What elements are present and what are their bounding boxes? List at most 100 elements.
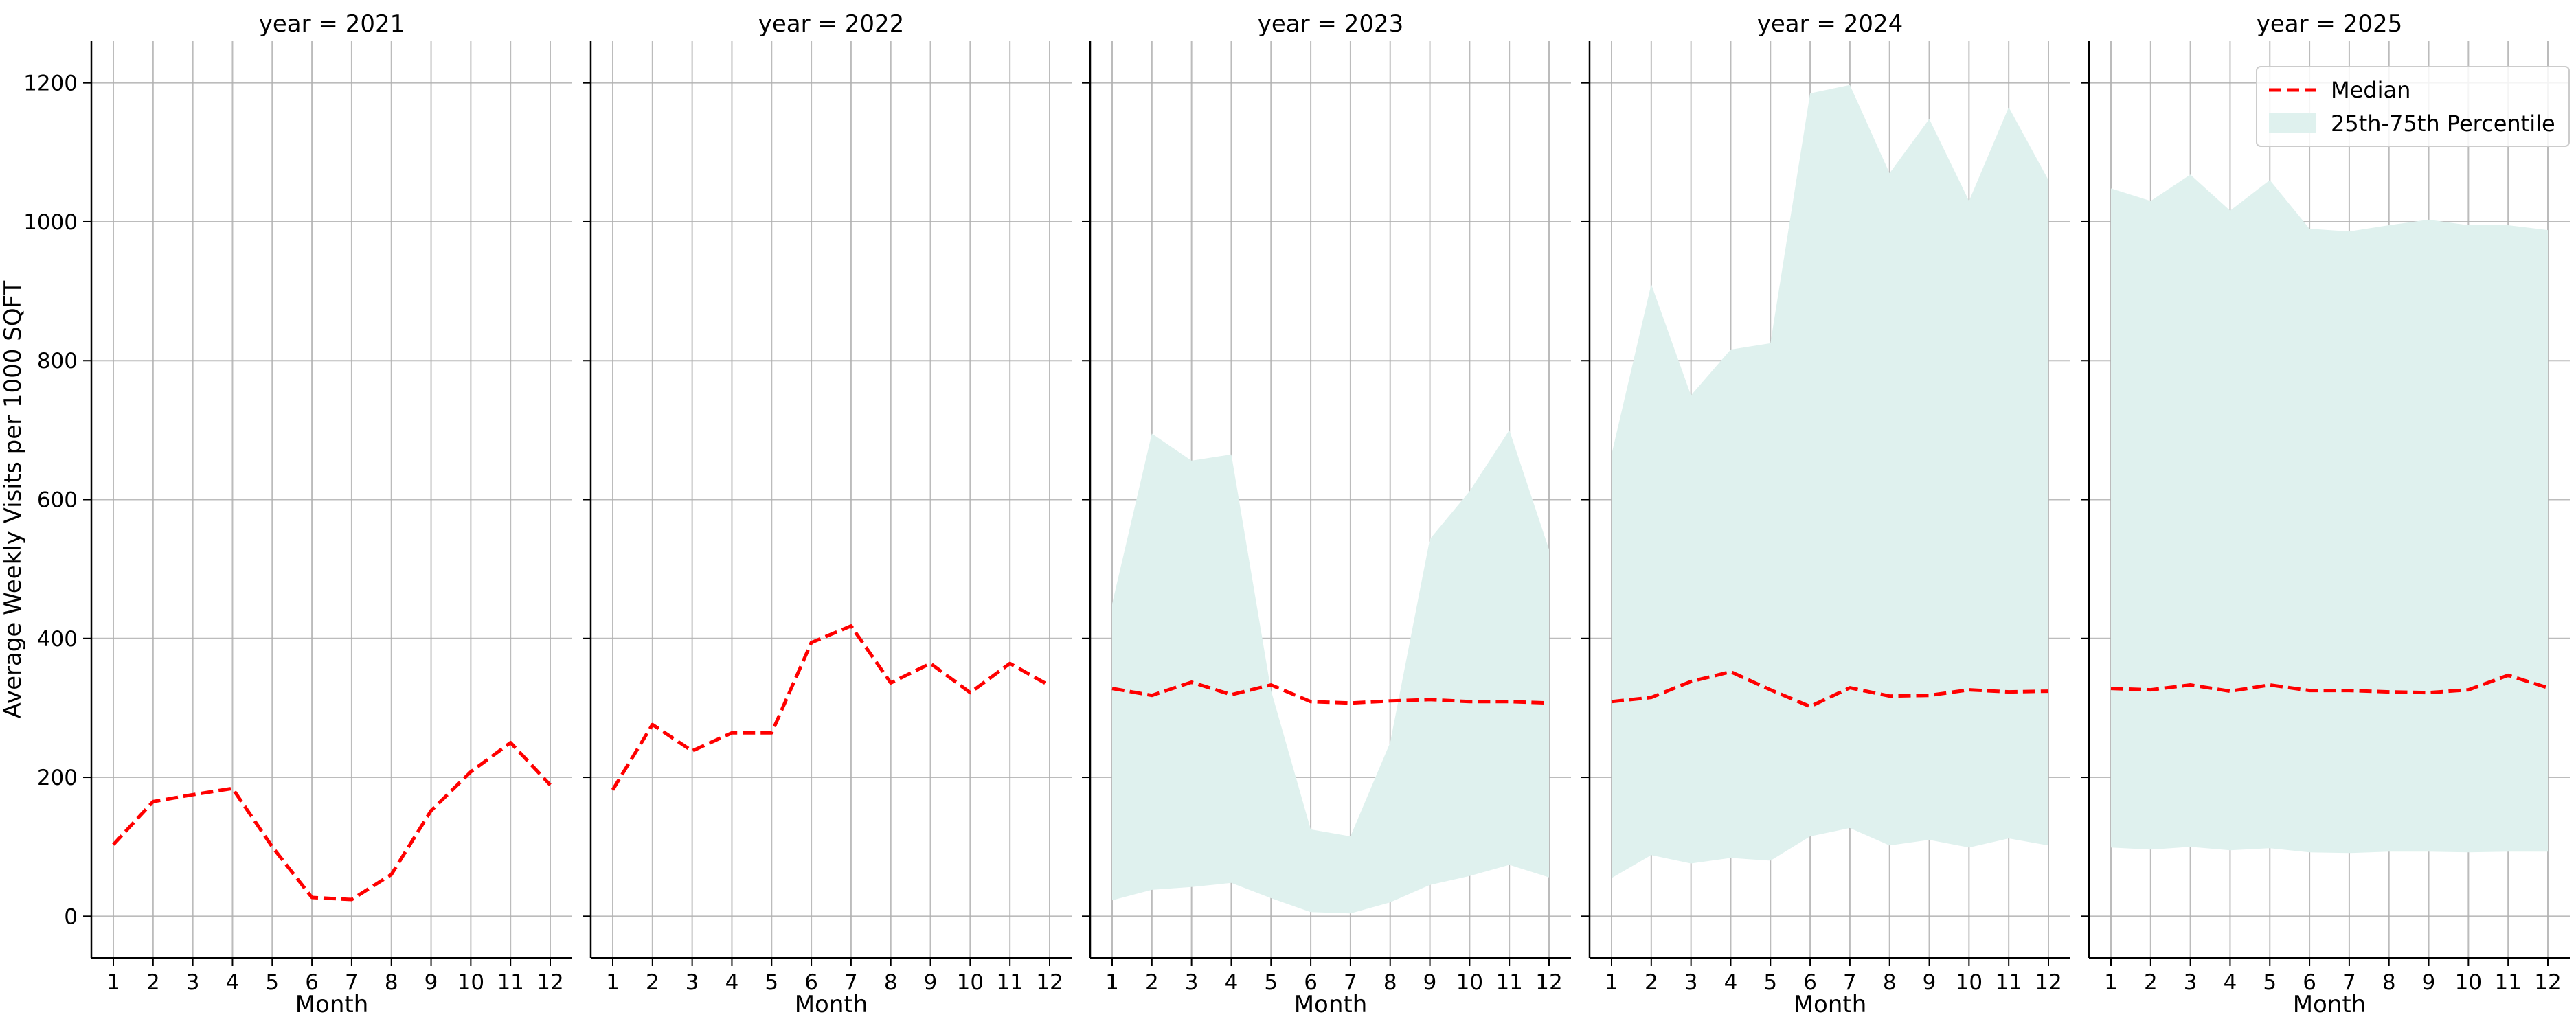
x-tick-label: 6 — [804, 970, 818, 995]
x-tick-label: 1 — [606, 970, 620, 995]
median-point — [2309, 689, 2311, 691]
x-tick-label: 2 — [146, 970, 160, 995]
median-point — [1888, 695, 1890, 697]
median-point — [1849, 687, 1851, 689]
y-tick-label: 0 — [64, 904, 78, 929]
median-point — [192, 794, 194, 796]
median-point — [2467, 689, 2470, 691]
median-point — [152, 801, 154, 803]
x-tick-label: 7 — [1344, 970, 1357, 995]
median-point — [231, 788, 234, 790]
x-tick-label: 3 — [2184, 970, 2197, 995]
median-point — [390, 873, 392, 876]
median-point — [1349, 702, 1351, 704]
x-tick-label: 2 — [1145, 970, 1159, 995]
x-tick-label: 12 — [2534, 970, 2561, 995]
median-line — [1611, 670, 2049, 709]
x-tick-label: 2 — [646, 970, 659, 995]
median-point — [311, 897, 313, 899]
x-tick-label: 7 — [2342, 970, 2356, 995]
median-point — [510, 742, 512, 744]
x-tick-label: 4 — [1724, 970, 1738, 995]
median-point — [969, 691, 971, 694]
x-tick-label: 10 — [457, 970, 484, 995]
median-point — [350, 899, 352, 901]
panel-title: year = 2023 — [1258, 10, 1403, 38]
x-tick-label: 7 — [1843, 970, 1857, 995]
median-point — [550, 784, 552, 786]
median-point — [771, 732, 773, 734]
median-point — [470, 770, 472, 772]
x-tick-label: 9 — [1923, 970, 1936, 995]
x-tick-label: 1 — [106, 970, 120, 995]
x-tick-label: 3 — [1185, 970, 1199, 995]
y-tick-label: 1200 — [23, 71, 78, 96]
median-point — [2507, 674, 2509, 676]
x-tick-label: 8 — [1883, 970, 1897, 995]
x-tick-label: 9 — [924, 970, 938, 995]
x-tick-label: 2 — [1645, 970, 1658, 995]
median-point — [1770, 689, 1772, 691]
x-tick-label: 1 — [1105, 970, 1119, 995]
x-tick-label: 12 — [1036, 970, 1063, 995]
x-tick-label: 1 — [2104, 970, 2118, 995]
x-tick-label: 8 — [1383, 970, 1397, 995]
x-tick-label: 10 — [1456, 970, 1483, 995]
median-point — [1111, 687, 1114, 689]
y-tick-label: 200 — [37, 766, 78, 790]
median-point — [2149, 689, 2151, 691]
x-tick-label: 3 — [186, 970, 200, 995]
x-tick-label: 11 — [996, 970, 1023, 995]
x-axis-label: Month — [1794, 991, 1867, 1018]
x-tick-label: 7 — [345, 970, 359, 995]
x-tick-label: 6 — [2303, 970, 2316, 995]
panel-title: year = 2022 — [758, 10, 904, 38]
y-tick-label: 600 — [37, 488, 78, 513]
x-tick-label: 8 — [884, 970, 898, 995]
percentile-band — [1612, 84, 2048, 878]
median-point — [811, 641, 813, 643]
median-point — [1548, 702, 1550, 704]
median-line — [611, 624, 1051, 791]
median-point — [1469, 700, 1471, 702]
y-tick-label: 400 — [37, 627, 78, 652]
x-tick-label: 11 — [497, 970, 523, 995]
x-tick-label: 9 — [425, 970, 438, 995]
x-tick-label: 5 — [1763, 970, 1777, 995]
median-point — [691, 750, 693, 752]
x-axis-label: Month — [2293, 991, 2366, 1018]
x-tick-label: 4 — [226, 970, 240, 995]
x-axis-label: Month — [795, 991, 868, 1018]
median-point — [1009, 663, 1011, 665]
x-tick-label: 5 — [1264, 970, 1278, 995]
x-tick-label: 10 — [2455, 970, 2482, 995]
x-tick-label: 9 — [2422, 970, 2436, 995]
median-point — [890, 682, 892, 684]
legend-frame — [2256, 66, 2570, 147]
median-point — [2048, 690, 2050, 692]
median-point — [1928, 694, 1930, 696]
x-tick-label: 8 — [385, 970, 398, 995]
x-tick-label: 1 — [1605, 970, 1618, 995]
x-tick-label: 8 — [2382, 970, 2396, 995]
x-tick-label: 7 — [844, 970, 858, 995]
median-point — [1310, 700, 1312, 702]
x-tick-label: 5 — [2263, 970, 2276, 995]
median-point — [2229, 690, 2231, 692]
legend-median-label: Median — [2331, 77, 2410, 103]
median-point — [1270, 684, 1272, 686]
x-tick-label: 11 — [1495, 970, 1522, 995]
y-tick-label: 1000 — [23, 210, 78, 235]
median-point — [271, 846, 273, 848]
x-tick-label: 12 — [1535, 970, 1562, 995]
x-tick-label: 3 — [1684, 970, 1698, 995]
x-tick-label: 9 — [1423, 970, 1437, 995]
panel-title: year = 2025 — [2257, 10, 2402, 38]
x-tick-label: 5 — [265, 970, 279, 995]
median-point — [929, 663, 931, 665]
median-point — [850, 625, 852, 627]
legend: Median 25th-75th Percentile — [2256, 66, 2570, 147]
